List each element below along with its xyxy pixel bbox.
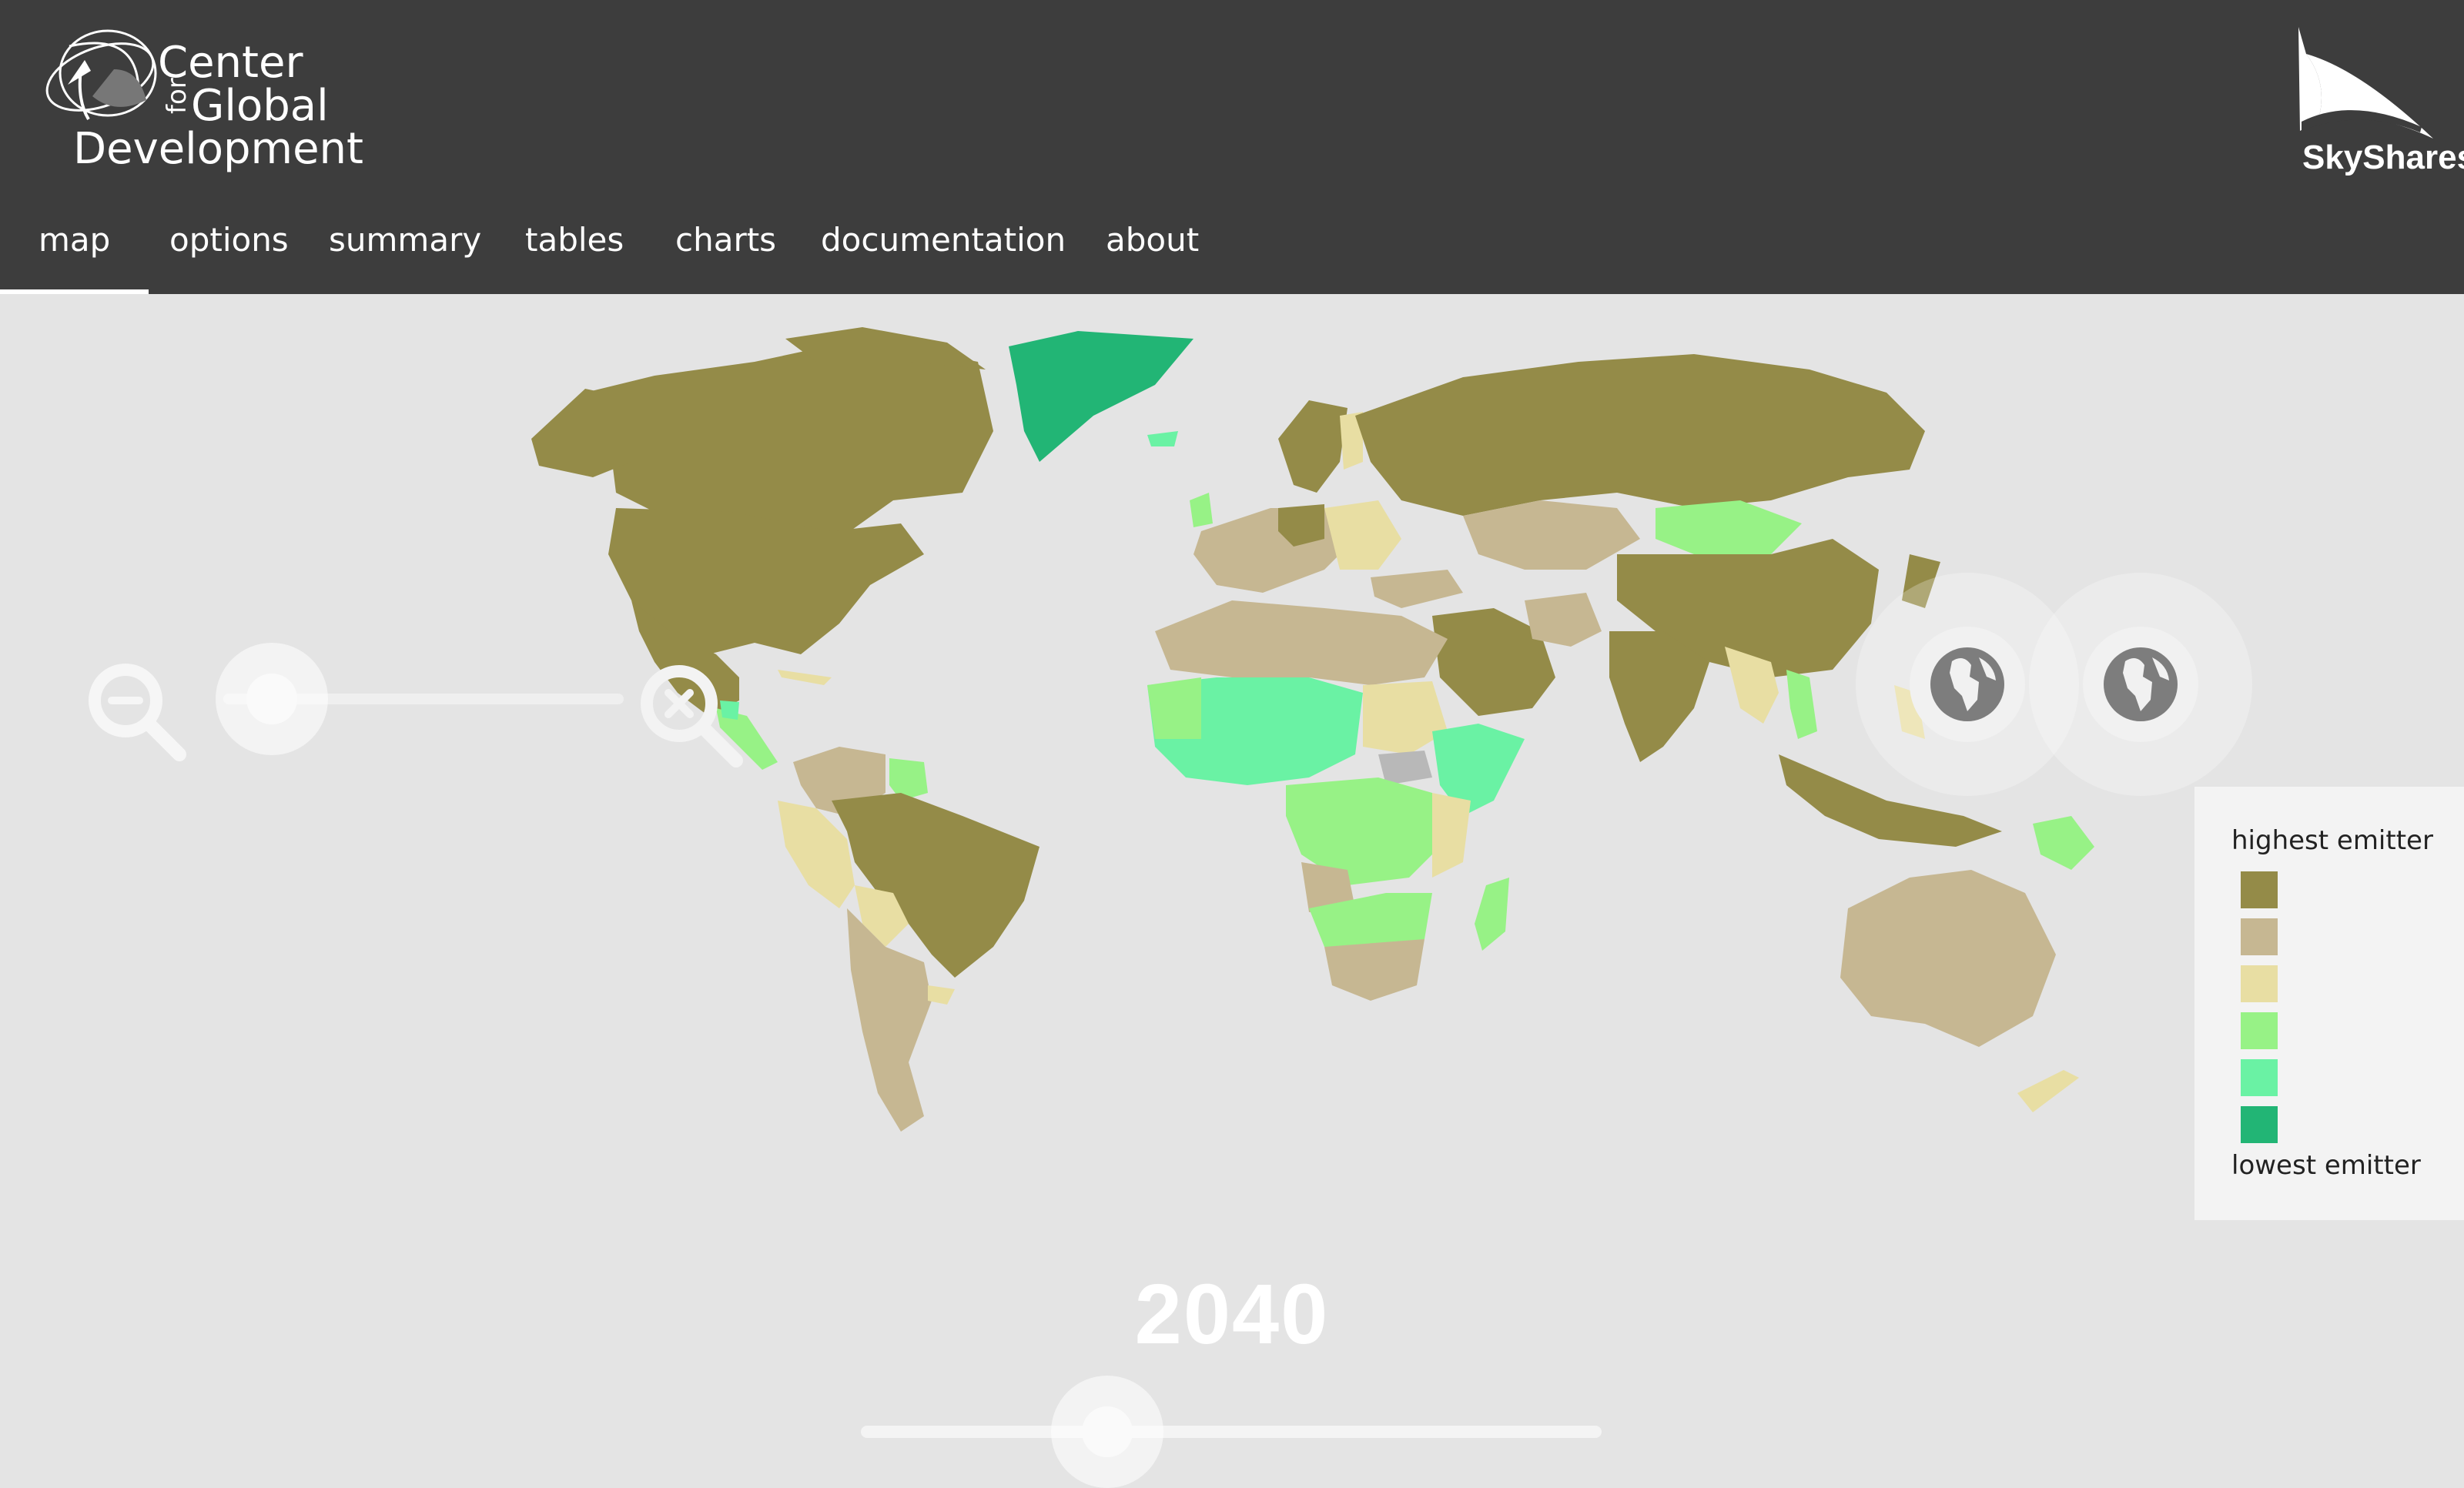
cgd-logo-line1: Center xyxy=(158,38,303,88)
zoom-slider-handle[interactable] xyxy=(216,643,328,755)
zoom-out-button[interactable] xyxy=(81,656,189,764)
country-madagascar[interactable] xyxy=(1475,878,1509,951)
country-uruguay[interactable] xyxy=(928,985,955,1005)
globe-button-face xyxy=(2083,627,2198,742)
globe-icon xyxy=(2104,647,2178,721)
country-east-africa[interactable] xyxy=(1432,793,1471,878)
country-angola[interactable] xyxy=(1301,862,1355,912)
country-southeast-asia[interactable] xyxy=(1725,647,1779,724)
legend-swatch-1 xyxy=(2241,871,2278,908)
country-north-africa[interactable] xyxy=(1155,600,1448,685)
country-russia[interactable] xyxy=(1355,354,1925,516)
cgd-logo-line3: Development xyxy=(73,124,363,174)
world-map[interactable]: 2040 xyxy=(0,294,2464,1488)
country-peru-ecuador[interactable] xyxy=(778,801,855,908)
country-usa[interactable] xyxy=(608,508,924,654)
tab-map[interactable]: map xyxy=(0,202,149,294)
country-eastern-europe[interactable] xyxy=(1324,500,1401,570)
globe-button-face xyxy=(1910,627,2025,742)
legend-swatch-2 xyxy=(2241,918,2278,955)
country-middle-east[interactable] xyxy=(1432,608,1555,716)
cgd-logo[interactable]: Center for Global Development xyxy=(23,23,363,177)
country-germany[interactable] xyxy=(1278,504,1324,547)
legend-swatch-6 xyxy=(2241,1106,2278,1143)
country-sahel-light[interactable] xyxy=(1147,677,1201,739)
country-kazakhstan[interactable] xyxy=(1463,500,1640,570)
cgd-logo-line2: Global xyxy=(191,81,329,131)
country-brazil[interactable] xyxy=(832,793,1040,978)
country-australia[interactable] xyxy=(1840,870,2056,1047)
zoom-in-icon xyxy=(641,665,743,767)
world-map-canvas[interactable] xyxy=(0,294,2464,1220)
country-no-data[interactable] xyxy=(1378,751,1432,785)
globe-view-button-1[interactable] xyxy=(1856,573,2079,796)
country-argentina-chile[interactable] xyxy=(847,908,932,1132)
year-label: 2040 xyxy=(1134,1267,1330,1362)
country-greenland[interactable] xyxy=(1009,331,1194,462)
country-iran[interactable] xyxy=(1525,593,1602,647)
skyshares-wordmark: SkyShares xyxy=(2302,139,2464,176)
country-south-africa[interactable] xyxy=(1324,939,1424,1001)
skyshares-logo[interactable]: SkyShares xyxy=(2283,23,2464,177)
legend-swatch-5 xyxy=(2241,1059,2278,1096)
tab-options[interactable]: options xyxy=(169,221,289,259)
legend-swatch-4 xyxy=(2241,1012,2278,1049)
country-papua-new-guinea[interactable] xyxy=(2033,816,2094,870)
country-bolivia[interactable] xyxy=(855,885,909,947)
legend-swatch-3 xyxy=(2241,965,2278,1002)
country-india[interactable] xyxy=(1609,631,1709,762)
country-canada-islands[interactable] xyxy=(785,327,986,369)
country-central-america[interactable] xyxy=(716,708,778,770)
country-guyana[interactable] xyxy=(889,758,928,801)
tab-summary[interactable]: summary xyxy=(329,221,482,259)
country-alaska[interactable] xyxy=(531,389,639,477)
zoom-out-icon xyxy=(89,664,186,761)
cgd-globe-mark xyxy=(45,29,157,121)
country-vietnam[interactable] xyxy=(1786,670,1817,739)
country-japan[interactable] xyxy=(1902,554,1940,608)
country-southern-africa[interactable] xyxy=(1309,893,1432,947)
country-indonesia[interactable] xyxy=(1779,754,2002,847)
country-guatemala[interactable] xyxy=(720,701,739,720)
country-finland[interactable] xyxy=(1340,412,1363,470)
map-legend: highest emitter lowest emitter xyxy=(2194,787,2464,1220)
year-slider-handle[interactable] xyxy=(1051,1376,1163,1488)
main-nav: map options summary tables charts docume… xyxy=(0,202,1309,294)
globe-icon xyxy=(1930,647,2004,721)
country-china[interactable] xyxy=(1617,539,1879,677)
legend-label-highest: highest emitter xyxy=(2231,825,2433,856)
country-sudan[interactable] xyxy=(1363,681,1448,754)
tab-documentation[interactable]: documentation xyxy=(821,221,1066,259)
country-ethiopia-somalia[interactable] xyxy=(1432,724,1525,816)
tab-about[interactable]: about xyxy=(1106,221,1200,259)
country-iceland[interactable] xyxy=(1147,431,1178,446)
skyshares-sail-mark xyxy=(2298,27,2433,139)
country-new-zealand[interactable] xyxy=(2017,1070,2079,1112)
zoom-in-button[interactable] xyxy=(631,656,747,771)
country-turkey[interactable] xyxy=(1371,570,1463,608)
country-mongolia[interactable] xyxy=(1656,500,1802,554)
tab-tables[interactable]: tables xyxy=(525,221,624,259)
legend-label-lowest: lowest emitter xyxy=(2231,1150,2421,1181)
globe-view-button-2[interactable] xyxy=(2029,573,2252,796)
tab-charts[interactable]: charts xyxy=(675,221,777,259)
country-central-africa[interactable] xyxy=(1286,777,1448,885)
year-slider-track[interactable] xyxy=(861,1426,1602,1438)
country-canada[interactable] xyxy=(585,339,993,539)
cgd-logo-for: for xyxy=(162,78,192,114)
country-cuba[interactable] xyxy=(778,670,832,685)
country-uk[interactable] xyxy=(1190,493,1213,527)
app-header: Center for Global Development SkyShares … xyxy=(0,0,2464,294)
country-scandinavia[interactable] xyxy=(1278,400,1348,493)
